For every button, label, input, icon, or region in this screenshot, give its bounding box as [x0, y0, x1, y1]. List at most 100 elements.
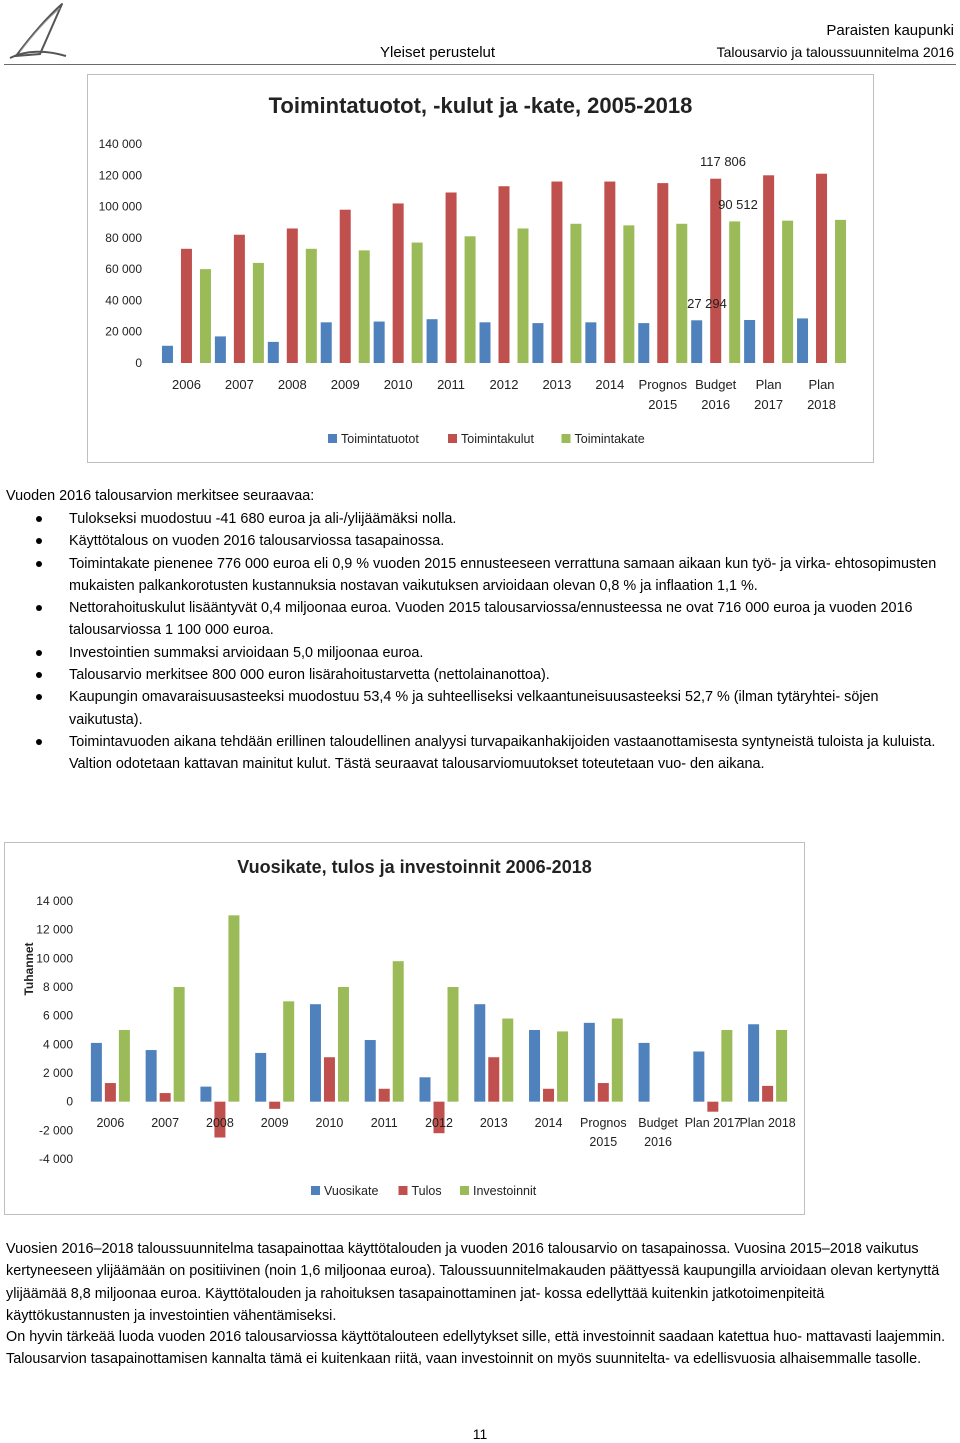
header-doc-title: Talousarvio ja taloussuunnitelma 2016: [716, 44, 954, 60]
x-tick-label: 2010: [316, 1116, 344, 1130]
y-tick-label: 80 000: [105, 231, 142, 245]
bullet-dot: [36, 538, 42, 545]
y-tick-label: 10 000: [36, 951, 73, 965]
x-tick-label: 2012: [490, 377, 519, 392]
y-tick-label: 6 000: [43, 1009, 73, 1023]
x-tick-label: Prognos: [580, 1116, 627, 1130]
bar-toimintakulut-2006: [180, 248, 192, 363]
bullet-text: Nettorahoituskulut lisääntyvät 0,4 miljo…: [69, 600, 913, 639]
bullet-item: Talousarvio merkitsee 800 000 euron lisä…: [0, 664, 949, 686]
chart2-svg: 14 000 12 000 10 000 8 000 6 000 4 000 2 000 0 -…: [22, 894, 796, 1198]
y-tick-label: 8 000: [43, 980, 73, 994]
y-tick-label: 100 000: [99, 200, 143, 214]
bullet-item: Nettorahoituskulut lisääntyvät 0,4 miljo…: [0, 597, 949, 642]
bar-tulos-plan-2018: [762, 1085, 774, 1102]
bar-tulos-2014: [543, 1088, 555, 1102]
x-tick-label: 2009: [261, 1116, 289, 1130]
x-tick-label: 2007: [225, 377, 254, 392]
bar-toimintatuotot-plan-2018: [797, 318, 809, 363]
x-tick-label: 2007: [151, 1116, 179, 1130]
x-tick-label: Plan 2017: [685, 1116, 741, 1130]
bullet-text: Toimintakate pienenee 776 000 euroa eli …: [69, 555, 937, 594]
x-tick-label: 2009: [331, 377, 360, 392]
data-label: 90 512: [718, 197, 758, 212]
bar-toimintakate-2010: [411, 242, 423, 363]
bullet-item: Toimintavuoden aikana tehdään erillinen …: [0, 731, 949, 776]
bar-toimintatuotot-2010: [373, 321, 385, 363]
bar-toimintakate-prognos-2015: [676, 223, 688, 363]
y-tick-label: 60 000: [105, 262, 142, 276]
bar-vuosikate-2011: [364, 1040, 376, 1102]
legend-entry-investoinnit: Investoinnit: [473, 1184, 537, 1198]
x-tick-label: 2013: [542, 377, 571, 392]
x-tick-label: 2013: [480, 1116, 508, 1130]
bar-vuosikate-2014: [529, 1030, 541, 1102]
bar-toimintatuotot-2006: [161, 345, 173, 363]
bar-toimintakulut-2013: [551, 181, 563, 363]
bar-investoinnit-2007: [173, 987, 185, 1102]
city-logo: [6, 0, 68, 62]
bullet-dot: [36, 649, 42, 656]
bar-toimintatuotot-prognos-2015: [638, 323, 650, 363]
page-number: 11: [472, 1426, 488, 1442]
chart1-title: Toimintatuotot, -kulut ja -kate, 2005-20…: [268, 93, 693, 118]
x-tick-label: Budget: [638, 1116, 678, 1130]
x-tick-label: 2008: [278, 377, 307, 392]
bar-toimintatuotot-2011: [426, 319, 438, 363]
bar-tulos-2007: [159, 1093, 171, 1102]
bullet-text: Investointien summaksi arvioidaan 5,0 mi…: [69, 644, 424, 661]
chart1-frame: Toimintatuotot, -kulut ja -kate, 2005-20…: [87, 74, 874, 463]
chart2-title: Vuosikate, tulos ja investoinnit 2006-20…: [237, 857, 592, 877]
bar-toimintakulut-budget-2016: [710, 178, 722, 363]
bar-vuosikate-2009: [255, 1052, 267, 1102]
x-tick-label: 2011: [371, 1116, 398, 1130]
bullet-dot: [36, 516, 42, 522]
y-tick-label: 140 000: [99, 137, 143, 151]
x-tick-label: Prognos: [639, 377, 688, 392]
x-tick-label: 2014: [595, 377, 624, 392]
x-tick-label: 2017: [754, 397, 783, 412]
legend-swatch-tulos: [398, 1186, 408, 1195]
bar-toimintakate-2011: [464, 236, 476, 363]
y-tick-label: 0: [135, 356, 142, 370]
bar-tulos-2011: [378, 1088, 390, 1102]
x-tick-label: 2018: [807, 397, 836, 412]
x-tick-label: Plan: [809, 377, 835, 392]
bar-tulos-plan-2017: [707, 1101, 719, 1112]
bullet-list: Tulokseksi muodostuu -41 680 euroa ja al…: [0, 508, 949, 776]
bar-vuosikate-2013: [474, 1004, 486, 1102]
bullet-item: Tulokseksi muodostuu -41 680 euroa ja al…: [0, 508, 949, 530]
x-tick-label: 2012: [425, 1116, 453, 1130]
y-tick-label: 12 000: [36, 923, 73, 937]
bar-toimintakulut-2011: [445, 192, 457, 363]
y-tick-label: 20 000: [105, 325, 142, 339]
header-org: Paraisten kaupunki: [826, 22, 954, 39]
x-tick-label: 2016: [701, 397, 730, 412]
bar-toimintakate-budget-2016: [729, 221, 741, 363]
x-tick-label: 2006: [96, 1116, 124, 1130]
bar-toimintakulut-plan-2017: [763, 175, 775, 363]
y-tick-label: 2 000: [43, 1066, 73, 1080]
bullet-text: Kaupungin omavaraisuusasteeksi muodostuu…: [69, 689, 879, 728]
bar-tulos-2010: [323, 1057, 335, 1102]
legend-entry-toimintakate: Toimintakate: [575, 432, 645, 446]
bullet-item: Kaupungin omavaraisuusasteeksi muodostuu…: [0, 686, 949, 731]
legend-entry-toimintatuotot: Toimintatuotot: [341, 432, 419, 446]
y-tick-label: -4 000: [39, 1152, 73, 1166]
bar-vuosikate-plan-2018: [748, 1024, 760, 1102]
bar-vuosikate-2008: [200, 1086, 212, 1102]
bar-tulos-prognos-2015: [597, 1083, 609, 1102]
chart2-frame: Vuosikate, tulos ja investoinnit 2006-20…: [4, 842, 805, 1215]
bar-investoinnit-2012: [447, 987, 459, 1102]
legend-swatch-vuosikate: [311, 1186, 320, 1195]
sailboat-logo-icon: [9, 3, 67, 59]
legend-entry-tulos: Tulos: [412, 1184, 442, 1198]
bar-investoinnit-2009: [283, 1001, 295, 1102]
bar-toimintakulut-2010: [392, 203, 404, 363]
bar-toimintatuotot-2013: [532, 323, 544, 363]
x-tick-label: Plan: [756, 377, 782, 392]
header-section-title: Yleiset perustelut: [380, 44, 496, 61]
header-rule: [4, 64, 956, 65]
bullet-item: Toimintakate pienenee 776 000 euroa eli …: [0, 553, 949, 598]
legend-swatch-toimintatuotot: [328, 434, 337, 443]
